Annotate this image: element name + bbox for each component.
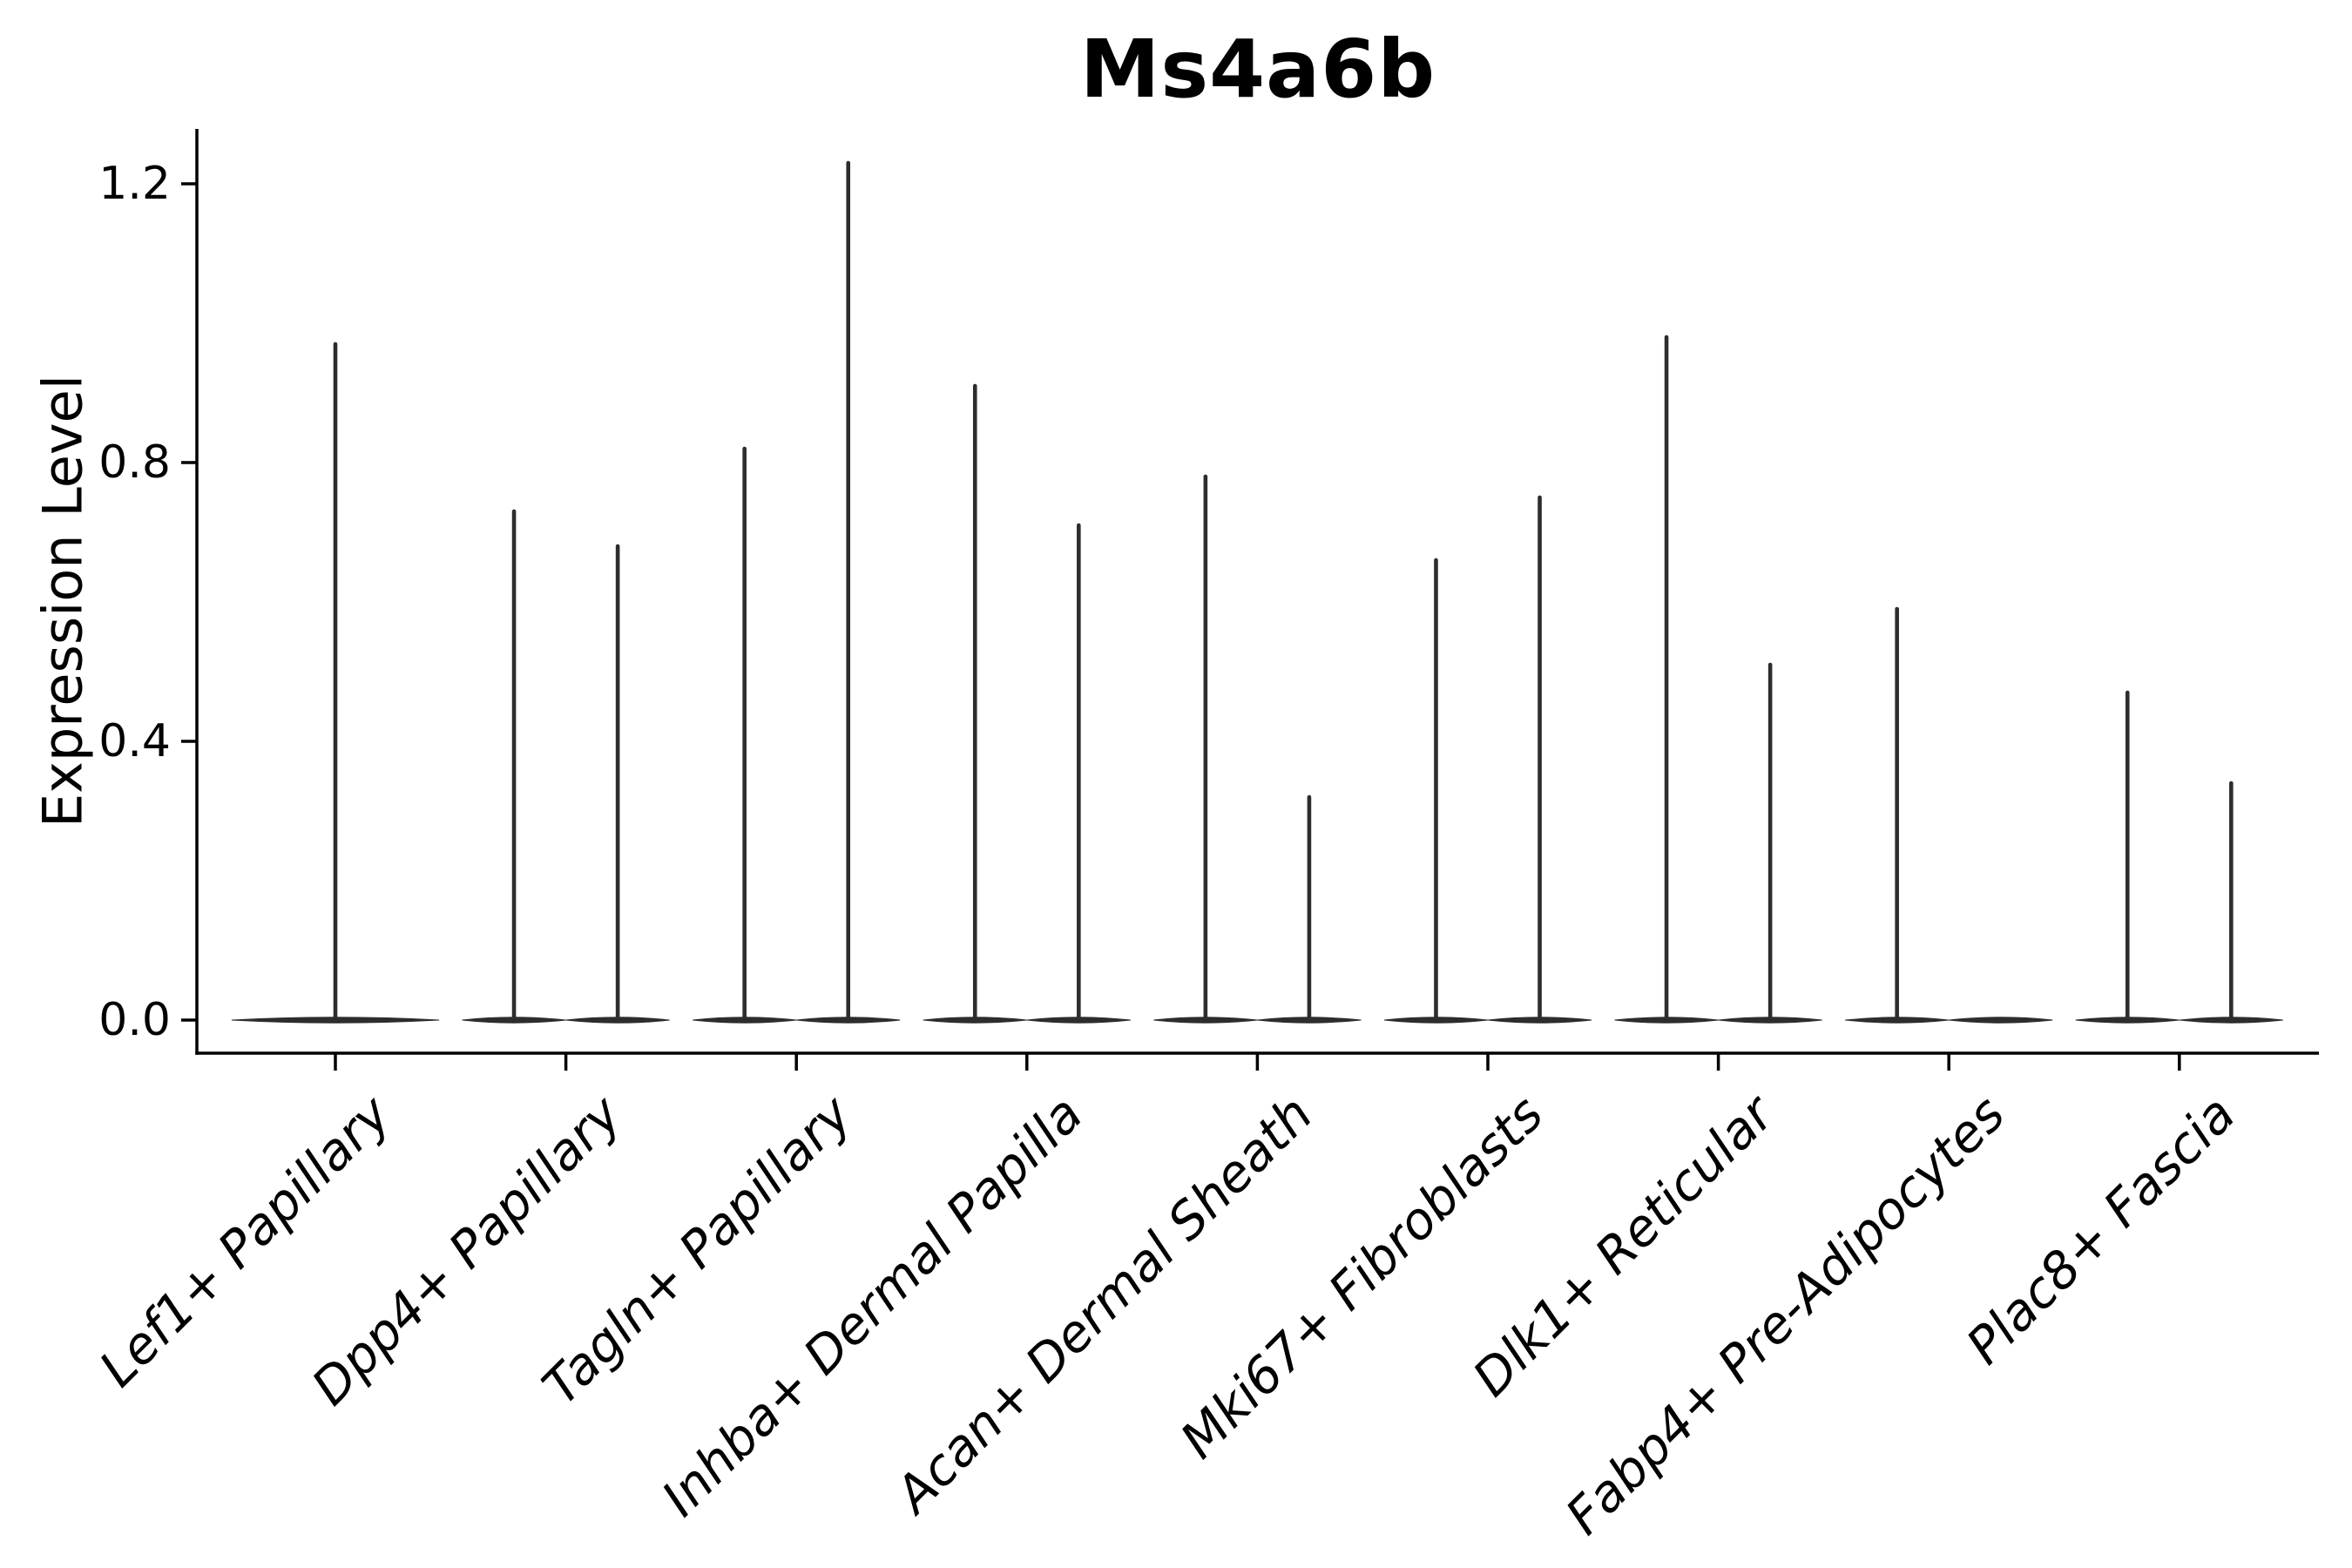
y-tick-label: 0.4 (98, 715, 171, 767)
y-tick-label: 0.8 (98, 436, 171, 489)
y-tick-label: 0.0 (98, 994, 171, 1046)
chart-title: Ms4a6b (1079, 23, 1436, 116)
y-tick-label: 1.2 (98, 158, 171, 210)
violin-density-base (1949, 1017, 2053, 1024)
